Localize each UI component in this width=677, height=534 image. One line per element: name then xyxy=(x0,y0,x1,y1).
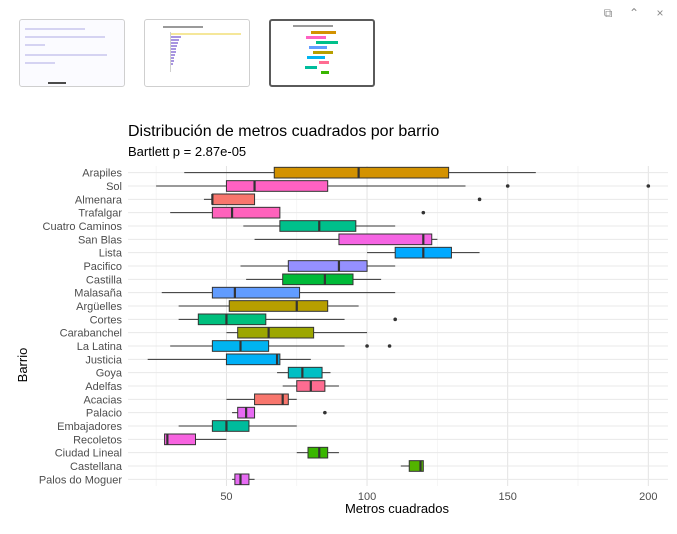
y-tick-label: Castellana xyxy=(70,461,123,473)
box-embajadores xyxy=(178,420,297,432)
chart-title: Distribución de metros cuadrados por bar… xyxy=(128,123,439,140)
box-goya xyxy=(277,366,331,379)
outlier-point xyxy=(387,344,392,348)
outlier-point xyxy=(505,184,510,188)
x-tick-label: 50 xyxy=(220,491,232,503)
grid-lines xyxy=(128,166,668,486)
box-iqr xyxy=(282,273,354,286)
box-iqr xyxy=(225,353,281,366)
box-almenara xyxy=(203,193,482,206)
y-tick-label: Sol xyxy=(106,181,122,193)
box-iqr xyxy=(408,460,424,472)
plot-history-thumbnails xyxy=(19,19,375,87)
x-axis-title: Metros cuadrados xyxy=(345,501,450,516)
box-acacias xyxy=(226,393,297,406)
y-tick-label: Lista xyxy=(99,248,123,260)
y-tick-label: Embajadores xyxy=(57,421,122,433)
box-san-blas xyxy=(254,233,438,246)
box-iqr xyxy=(279,220,357,232)
y-tick-label: Almenara xyxy=(75,194,123,206)
y-tick-label: Pacifico xyxy=(83,261,122,273)
window-toolbar: ⧉ ⌃ × xyxy=(599,4,669,22)
box-iqr xyxy=(273,166,450,179)
chart-subtitle: Bartlett p = 2.87e-05 xyxy=(128,144,246,159)
box-trafalgar xyxy=(170,206,426,219)
box-iqr xyxy=(338,233,433,246)
box-iqr xyxy=(287,366,323,379)
y-tick-label: Adelfas xyxy=(85,381,122,393)
box-cuatro-caminos xyxy=(243,220,396,232)
y-tick-label: Justicia xyxy=(85,354,123,366)
box-iqr xyxy=(211,193,256,206)
y-tick-label: Carabanchel xyxy=(60,328,122,340)
box-iqr xyxy=(228,300,329,312)
y-tick-label: Recoletos xyxy=(73,434,122,446)
box-iqr xyxy=(211,420,250,432)
y-tick-label: Argüelles xyxy=(76,301,122,313)
x-tick-label: 150 xyxy=(499,491,517,503)
y-tick-label: Cortes xyxy=(90,314,123,326)
y-tick-label: Acacias xyxy=(83,394,122,406)
boxplot-chart: Distribución de metros cuadrados por bar… xyxy=(15,123,668,516)
box-iqr xyxy=(287,260,368,272)
box-pacifico xyxy=(240,260,396,272)
box-palos-do-moguer xyxy=(232,473,255,486)
box-iqr xyxy=(225,180,329,192)
copy-icon[interactable]: ⧉ xyxy=(603,5,613,20)
box-argüelles xyxy=(178,300,359,312)
box-malasaña xyxy=(161,286,396,299)
outlier-point xyxy=(421,210,426,215)
box-carabanchel xyxy=(226,326,368,339)
box-castellana xyxy=(400,460,424,472)
y-tick-label: Malasaña xyxy=(74,288,123,300)
box-ciudad-lineal xyxy=(296,446,339,459)
outlier-point xyxy=(323,410,327,415)
box-iqr xyxy=(234,473,250,486)
box-la-latina xyxy=(170,340,392,352)
thumbnail-1[interactable] xyxy=(19,19,125,87)
y-axis-title: Barrio xyxy=(15,348,30,383)
box-lista xyxy=(367,246,480,259)
box-cortes xyxy=(178,313,397,326)
outlier-point xyxy=(365,344,369,348)
y-tick-label: Palos do Moguer xyxy=(39,474,122,486)
box-castilla xyxy=(246,273,382,286)
outlier-point xyxy=(393,317,397,322)
y-tick-label: Trafalgar xyxy=(78,208,122,220)
box-iqr xyxy=(211,286,301,299)
collapse-icon[interactable]: ⌃ xyxy=(628,6,640,20)
y-tick-label: Castilla xyxy=(86,274,123,286)
box-recoletos xyxy=(164,433,227,446)
outlier-point xyxy=(646,184,651,188)
x-tick-label: 100 xyxy=(358,491,376,503)
x-tick-label: 200 xyxy=(639,491,657,503)
y-tick-label: Ciudad Lineal xyxy=(55,448,122,460)
close-icon[interactable]: × xyxy=(656,6,664,20)
box-adelfas xyxy=(282,380,339,392)
box-iqr xyxy=(211,206,281,219)
box-marks xyxy=(147,166,651,486)
box-iqr xyxy=(164,433,196,446)
y-tick-label: San Blas xyxy=(78,234,123,246)
y-tick-label: Arapiles xyxy=(82,168,122,180)
box-iqr xyxy=(237,326,315,339)
box-sol xyxy=(156,180,651,192)
box-iqr xyxy=(197,313,267,326)
box-iqr xyxy=(254,393,289,406)
thumbnail-3[interactable] xyxy=(269,19,375,87)
y-tick-label: Cuatro Caminos xyxy=(43,221,123,233)
outlier-point xyxy=(477,197,482,202)
thumbnail-2[interactable] xyxy=(144,19,250,87)
box-arapiles xyxy=(184,166,536,179)
box-palacio xyxy=(232,406,327,419)
x-axis-labels: 50 100 150 200 xyxy=(220,491,657,503)
box-iqr xyxy=(307,446,329,459)
box-justicia xyxy=(147,353,311,366)
y-tick-label: Palacio xyxy=(86,408,122,420)
y-tick-label: La Latina xyxy=(77,341,123,353)
y-tick-label: Goya xyxy=(96,368,123,380)
